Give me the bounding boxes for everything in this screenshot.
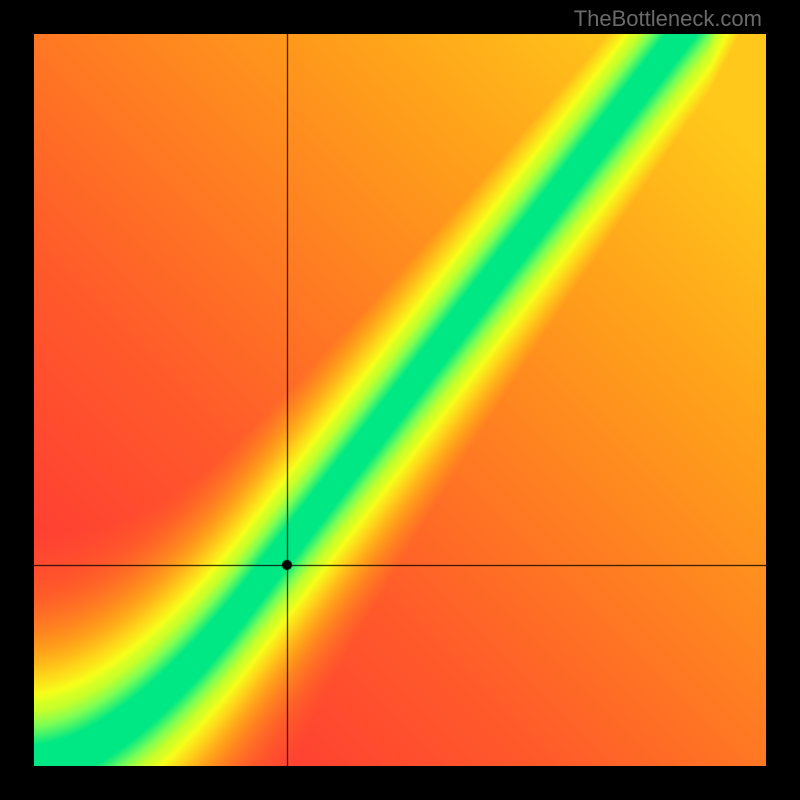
bottleneck-heatmap — [34, 34, 766, 766]
heatmap-canvas — [34, 34, 766, 766]
watermark-text: TheBottleneck.com — [574, 6, 762, 32]
